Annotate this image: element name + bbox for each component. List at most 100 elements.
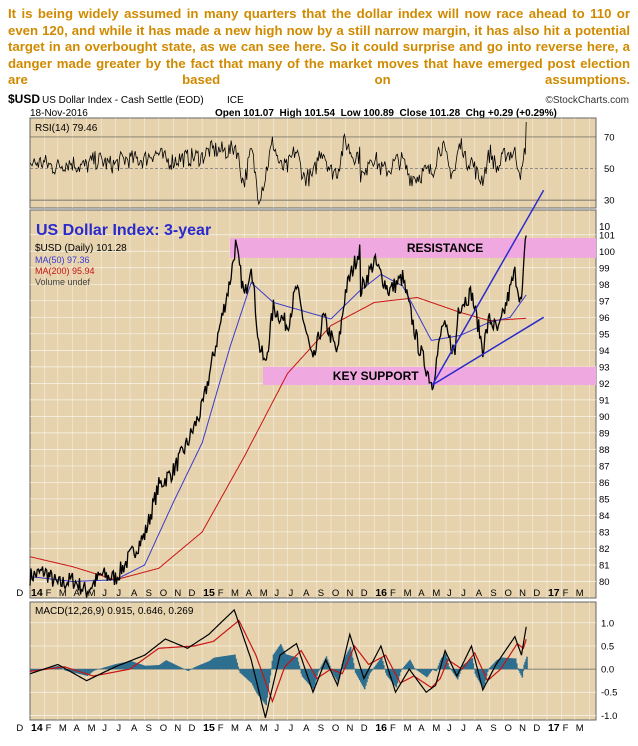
- ma50-line: [29, 273, 527, 583]
- x-tick-label: J: [274, 723, 279, 734]
- x-tick-label: F: [390, 588, 396, 599]
- x-tick-label: N: [174, 723, 181, 734]
- macd-histogram-bar: [181, 667, 183, 670]
- macd-histogram-bar: [154, 665, 156, 670]
- macd-histogram-bar: [180, 667, 182, 670]
- macd-histogram-bar: [510, 658, 513, 670]
- x-tick-label: J: [274, 588, 279, 599]
- macd-histogram-bar: [171, 663, 174, 670]
- macd-histogram-bar: [431, 669, 433, 670]
- macd-histogram-bar: [123, 662, 126, 670]
- x-tick-label: A: [476, 723, 483, 734]
- macd-histogram-bar: [167, 661, 170, 670]
- macd-histogram-bar: [434, 669, 437, 671]
- macd-histogram-bar: [70, 669, 72, 672]
- macd-histogram-bar: [348, 648, 351, 670]
- macd-histogram-bar: [300, 669, 303, 674]
- macd-histogram-bar: [412, 665, 414, 670]
- macd-histogram-bar: [303, 669, 306, 679]
- macd-histogram-bar: [106, 666, 108, 670]
- x-tick-label: 14: [31, 722, 43, 734]
- macd-histogram-bar: [251, 669, 253, 684]
- macd-histogram-bar: [402, 667, 405, 670]
- macd-histogram-bar: [35, 669, 37, 671]
- macd-histogram-bar: [240, 669, 243, 674]
- macd-histogram-bar: [428, 669, 430, 675]
- macd-histogram-bar: [161, 663, 163, 670]
- macd-histogram-bar: [244, 669, 247, 678]
- legend-ma200: MA(200) 95.94: [35, 266, 95, 276]
- macd-histogram-bar: [395, 669, 398, 688]
- macd-histogram-bar: [509, 658, 512, 670]
- x-tick-label: N: [519, 588, 526, 599]
- macd-histogram-bar: [482, 669, 485, 689]
- macd-histogram-bar: [275, 650, 278, 670]
- macd-histogram-bar: [111, 665, 113, 670]
- macd-histogram-bar: [417, 669, 420, 672]
- price-tick-label: 99: [599, 263, 610, 274]
- price-legend: $USD (Daily) 101.28 MA(50) 97.36 MA(200)…: [35, 243, 127, 287]
- macd-histogram-bar: [120, 662, 123, 670]
- macd-histogram-bar: [169, 662, 172, 670]
- macd-histogram-bar: [486, 669, 489, 672]
- macd-histogram-bar: [496, 660, 498, 670]
- x-tick-label: M: [260, 588, 268, 599]
- macd-histogram-bar: [231, 655, 233, 670]
- x-tick-label: 17: [548, 722, 560, 734]
- macd-histogram-bar: [232, 654, 234, 670]
- macd-histogram-bar: [375, 664, 378, 670]
- rsi-tick-label: 50: [604, 164, 615, 175]
- macd-histogram-bar: [211, 658, 214, 670]
- price-tick-label: 94: [599, 346, 610, 357]
- macd-histogram-bar: [292, 656, 294, 670]
- macd-histogram-bar: [447, 662, 449, 670]
- macd-histogram-bar: [82, 669, 85, 675]
- resistance-label: RESISTANCE: [407, 241, 483, 255]
- macd-histogram-bar: [285, 654, 287, 670]
- rsi-legend: RSI(14) 79.46: [35, 123, 98, 134]
- macd-histogram-bar: [186, 669, 189, 671]
- support-zone: [263, 366, 596, 386]
- macd-tick-label: 0.0: [601, 665, 614, 676]
- x-tick-label: M: [88, 723, 96, 734]
- macd-histogram-bar: [179, 666, 181, 670]
- x-tick-label: A: [418, 588, 425, 599]
- macd-histogram-bar: [166, 660, 168, 670]
- macd-histogram-bar: [107, 666, 109, 670]
- macd-histogram-bar: [377, 661, 380, 670]
- x-tick-label: A: [131, 723, 138, 734]
- macd-histogram-bar: [73, 669, 75, 673]
- price-extra-tick: 10: [599, 222, 611, 233]
- rsi-tick-label: 30: [604, 196, 615, 207]
- x-tick-label: D: [16, 723, 23, 734]
- x-tick-label: O: [505, 723, 512, 734]
- macd-histogram-bar: [304, 669, 307, 681]
- x-tick-label: D: [533, 723, 540, 734]
- macd-histogram-bar: [239, 669, 242, 673]
- macd-histogram-bar: [162, 662, 164, 670]
- chart-quote: Open 101.07 High 101.54 Low 100.89 Close…: [215, 108, 557, 119]
- macd-histogram-bar: [100, 668, 102, 670]
- macd-histogram-bar: [359, 669, 362, 682]
- macd-histogram-bar: [217, 657, 220, 670]
- macd-histogram-bar: [91, 669, 94, 672]
- macd-histogram-bar: [88, 669, 91, 675]
- macd-histogram-bar: [298, 665, 301, 670]
- macd-histogram-bar: [163, 661, 165, 670]
- x-tick-label: D: [16, 588, 23, 599]
- price-tick-label: 80: [599, 577, 610, 588]
- macd-histogram-bar: [351, 657, 354, 670]
- macd-histogram-bar: [155, 665, 157, 670]
- macd-histogram-bar: [210, 659, 213, 670]
- macd-histogram-bar: [301, 669, 304, 677]
- macd-histogram-bar: [138, 663, 140, 670]
- macd-histogram-bar: [501, 657, 503, 670]
- x-tick-label: O: [160, 588, 167, 599]
- macd-histogram-bar: [143, 665, 146, 670]
- macd-histogram-bar: [522, 669, 524, 672]
- macd-histogram-bar: [397, 669, 400, 680]
- macd-histogram-bar: [380, 657, 383, 670]
- x-tick-label: M: [59, 723, 67, 734]
- macd-histogram-bar: [127, 661, 130, 670]
